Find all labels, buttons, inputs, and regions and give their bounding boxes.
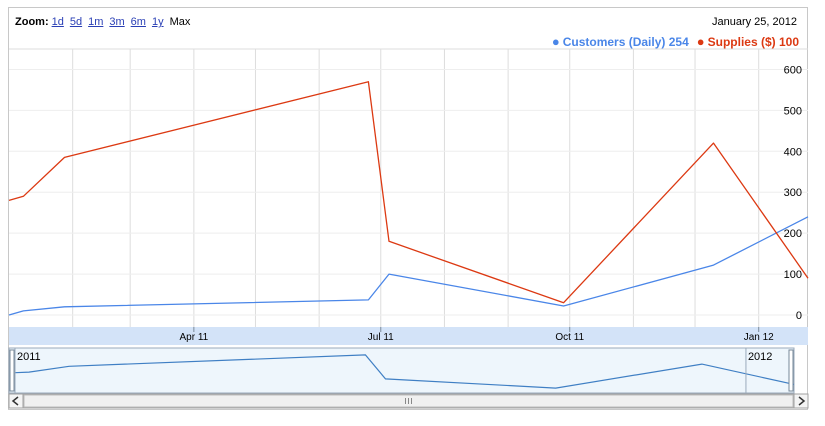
legend-series-name: Customers (Daily) — [562, 35, 669, 49]
navigator-left-handle[interactable] — [9, 349, 15, 392]
navigator-series-line — [14, 354, 795, 389]
legend-dot-icon: ● — [696, 34, 705, 49]
y-tick-label: 300 — [784, 187, 802, 199]
chart-legend: ● Customers (Daily) 254 ● Supplies ($) 100 — [544, 34, 799, 49]
x-axis-band — [9, 327, 808, 345]
zoom-controls: Zoom: 1d 5d 1m 3m 6m 1y Max — [15, 16, 196, 28]
zoom-option-max[interactable]: Max — [169, 16, 191, 28]
navigator-year-label: 2011 — [17, 351, 41, 363]
navigator-year-label: 2012 — [748, 351, 772, 363]
y-tick-label: 500 — [784, 105, 802, 117]
legend-series-value: 254 — [668, 35, 689, 49]
chart-header: Zoom: 1d 5d 1m 3m 6m 1y Max January 25, 2012 ● C… — [9, 8, 807, 55]
current-date-label: January 25, 2012 — [711, 16, 797, 28]
legend-series-value: 100 — [778, 35, 799, 49]
zoom-option-1d[interactable]: 1d — [51, 16, 64, 28]
scroll-left-button[interactable] — [8, 393, 24, 409]
range-navigator[interactable] — [8, 347, 795, 394]
legend-item-0: ● Customers (Daily) 254 — [551, 34, 689, 49]
supplies-series-line — [8, 81, 809, 304]
zoom-option-6m[interactable]: 6m — [130, 16, 146, 28]
x-tick-label: Oct 11 — [555, 332, 584, 343]
y-tick-label: 100 — [784, 269, 802, 281]
scroll-right-button[interactable] — [793, 393, 809, 409]
zoom-option-5d[interactable]: 5d — [69, 16, 83, 28]
zoom-option-1m[interactable]: 1m — [88, 16, 104, 28]
y-tick-label: 600 — [784, 64, 802, 76]
customers-series-line — [8, 216, 809, 316]
legend-dot-icon: ● — [551, 34, 560, 49]
y-tick-label: 200 — [784, 228, 802, 240]
y-tick-label: 400 — [784, 146, 802, 158]
x-tick-label: Jan 12 — [744, 332, 774, 343]
x-tick-label: Jul 11 — [368, 332, 394, 343]
x-tick-label: Apr 11 — [179, 332, 208, 343]
chevron-right-icon — [798, 396, 806, 406]
legend-item-1: ● Supplies ($) 100 — [696, 34, 799, 49]
zoom-option-3m[interactable]: 3m — [109, 16, 125, 28]
y-tick-label: 0 — [796, 310, 802, 322]
navigator-right-handle[interactable] — [788, 349, 794, 392]
legend-series-name: Supplies ($) — [707, 35, 779, 49]
zoom-label: Zoom: — [15, 16, 49, 28]
chevron-left-icon — [11, 396, 19, 406]
zoom-option-1y[interactable]: 1y — [151, 16, 164, 28]
